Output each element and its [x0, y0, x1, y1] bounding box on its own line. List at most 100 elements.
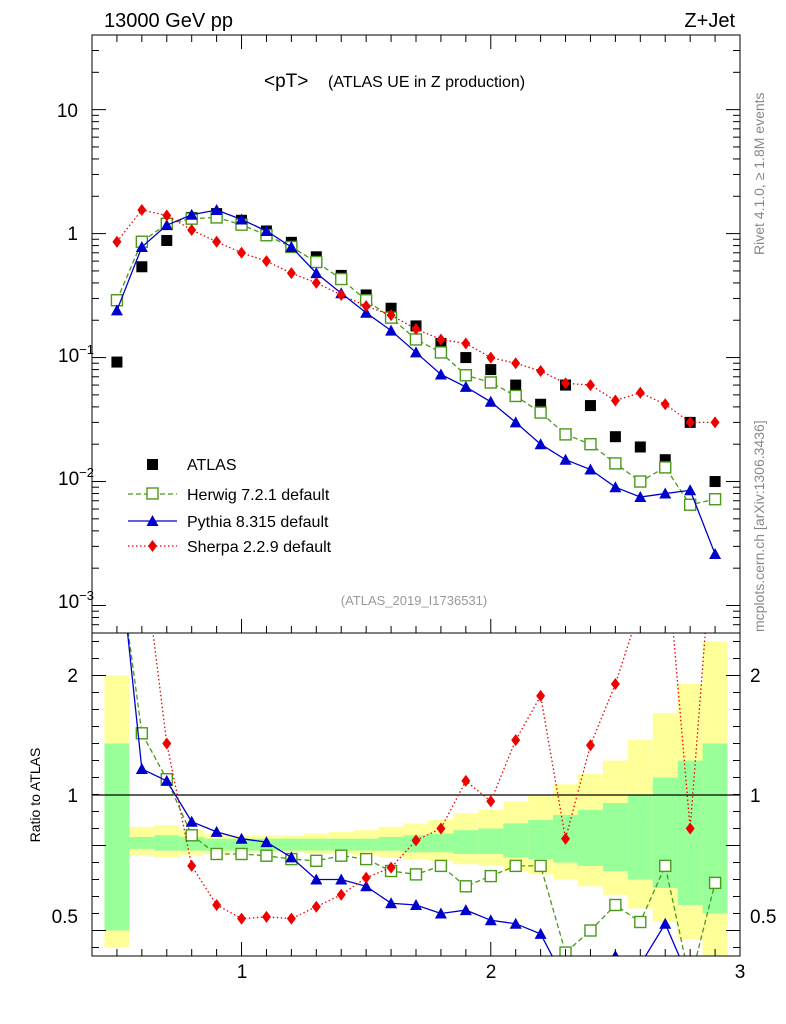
ratio-point-sherpa [336, 888, 346, 901]
ratio-point-sherpa [212, 899, 222, 911]
legend-label-sherpa: Sherpa 2.2.9 default [187, 539, 332, 556]
point-atlas [111, 356, 123, 368]
band-inner-bin [378, 837, 404, 851]
band-inner-bin [627, 794, 653, 880]
point-herwig [434, 346, 448, 359]
point-sherpa [311, 276, 321, 289]
point-pythia [534, 438, 547, 450]
ratio-point-herwig [659, 859, 672, 873]
point-pythia [584, 463, 597, 475]
ratio-point-pythia [534, 927, 547, 939]
point-herwig [634, 475, 647, 488]
legend-entry-sherpa: Sherpa 2.2.9 default [128, 539, 332, 556]
legend-label-herwig: Herwig 7.2.1 default [187, 487, 330, 504]
point-atlas [136, 261, 148, 273]
point-pythia [659, 487, 672, 499]
point-pythia [310, 267, 323, 279]
ratio-axis-label: Ratio to ATLAS [27, 748, 43, 843]
y-tick-label-1e-3: 10−3 [58, 588, 94, 613]
ratio-series-pythia [126, 633, 680, 956]
band-inner-bin [602, 803, 628, 871]
ratio-point-herwig [260, 849, 273, 862]
y-tick-label-1e-2: 10−2 [58, 465, 94, 490]
ratio-point-sherpa [237, 912, 247, 925]
ratio-series [126, 633, 722, 956]
ratio-point-sherpa [436, 822, 446, 835]
point-sherpa [286, 267, 296, 280]
ratio-point-sherpa [411, 834, 421, 847]
point-atlas [709, 476, 721, 488]
band-inner-bin [453, 830, 479, 854]
side-version-label: Rivet 4.1.0, ≥ 1.8M events [751, 92, 767, 255]
ratio-point-pythia [135, 763, 148, 774]
ratio-point-pythia [484, 914, 497, 926]
ratio-series-sherpa [152, 633, 706, 925]
point-pythia [459, 380, 472, 392]
header-right-label: Z+Jet [684, 10, 735, 32]
point-sherpa [635, 386, 645, 399]
ratio-point-sherpa [162, 737, 172, 750]
ratio-point-sherpa [486, 795, 496, 808]
ratio-point-herwig [335, 849, 348, 862]
ratio-point-herwig [708, 876, 722, 890]
point-pythia [684, 484, 697, 496]
point-sherpa [361, 300, 371, 313]
ratio-point-sherpa [361, 871, 371, 884]
point-pythia [634, 491, 647, 503]
ratio-y-tick-labels: 2 1 0.5 2 1 0.5 [52, 666, 777, 928]
point-sherpa [511, 357, 521, 370]
ratio-point-sherpa [461, 774, 471, 787]
ratio-point-pythia [509, 917, 522, 929]
line-sherpa [116, 209, 716, 424]
ratio-point-pythia [235, 832, 248, 844]
ratio-series-herwig [127, 633, 722, 956]
ratio-point-herwig [509, 859, 522, 873]
ratio-point-pythia [160, 774, 173, 786]
ratio-tick-left-1: 1 [67, 786, 78, 807]
point-herwig [609, 457, 622, 470]
point-sherpa [336, 288, 346, 301]
point-herwig [659, 461, 672, 474]
point-sherpa [710, 416, 720, 429]
ratio-point-pythia [385, 897, 398, 909]
point-sherpa [261, 255, 271, 268]
point-sherpa [411, 322, 421, 335]
point-pythia [285, 240, 298, 252]
ratio-point-sherpa [261, 910, 271, 923]
ratio-point-pythia [260, 836, 273, 848]
ratio-point-herwig [634, 915, 647, 929]
point-pythia [484, 395, 497, 407]
point-pythia [260, 224, 273, 236]
legend: ATLAS Herwig 7.2.1 default Pythia 8.315 … [128, 457, 332, 556]
point-atlas [584, 400, 596, 412]
point-herwig [335, 272, 348, 286]
point-sherpa [461, 337, 471, 350]
ratio-point-pythia [335, 873, 348, 885]
ratio-tick-right-2: 2 [750, 666, 761, 687]
point-sherpa [112, 235, 122, 248]
ratio-point-herwig [534, 859, 547, 873]
point-sherpa [212, 235, 222, 248]
point-atlas [535, 398, 547, 410]
x-tick-labels: 1 2 3 [237, 962, 746, 983]
point-pythia [235, 213, 248, 225]
point-atlas [609, 431, 621, 443]
point-atlas [485, 364, 497, 376]
point-sherpa [585, 379, 595, 392]
point-sherpa [436, 333, 446, 346]
legend-entry-pythia: Pythia 8.315 default [128, 514, 329, 531]
ratio-point-pythia [310, 873, 323, 885]
point-sherpa [386, 309, 396, 322]
point-sherpa [561, 377, 571, 390]
legend-label-pythia: Pythia 8.315 default [187, 514, 329, 531]
point-pythia [559, 453, 572, 465]
ratio-tick-right-1: 1 [750, 786, 761, 807]
main-series [110, 204, 722, 560]
ratio-point-herwig [584, 924, 597, 937]
legend-marker-herwig [146, 487, 159, 500]
ratio-point-herwig [609, 898, 622, 912]
point-atlas [385, 302, 397, 314]
axis-ticks [92, 34, 741, 956]
ratio-point-herwig [135, 727, 149, 740]
ratio-point-sherpa [585, 739, 595, 752]
